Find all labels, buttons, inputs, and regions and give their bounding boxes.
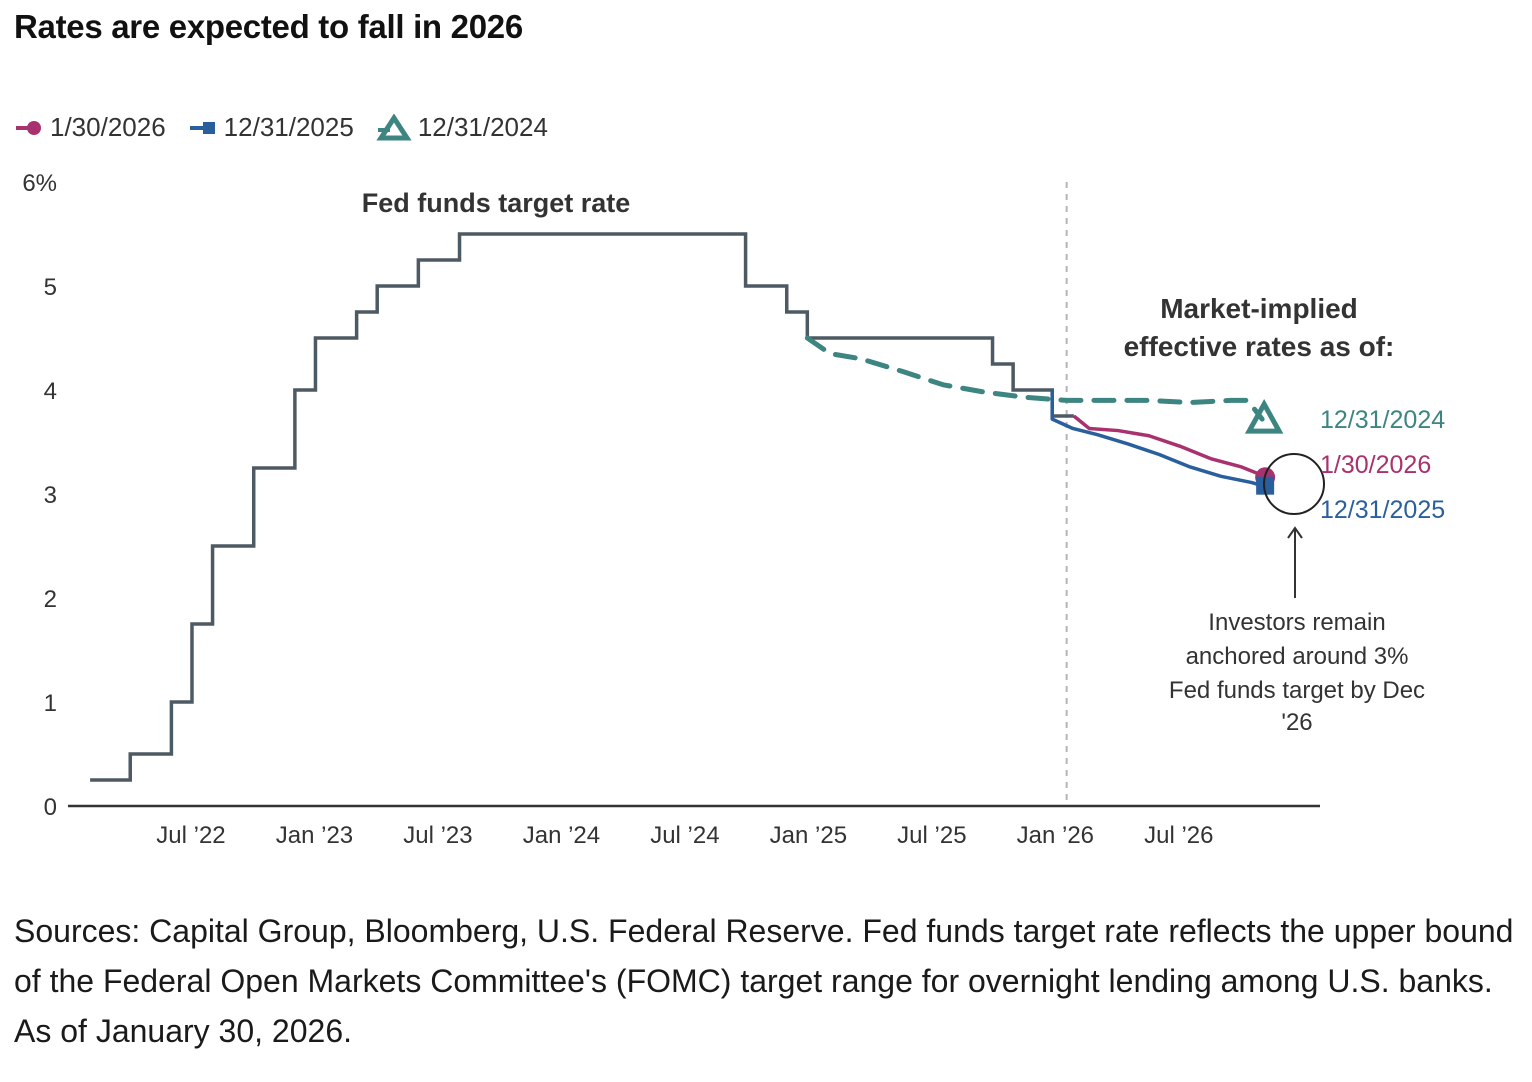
x-tick-label: Jan ’24 xyxy=(523,822,600,849)
y-tick-label: 1 xyxy=(44,690,57,717)
y-tick-label: 3 xyxy=(44,482,57,509)
y-tick-label: 5 xyxy=(44,274,57,301)
source-footnote: Sources: Capital Group, Bloomberg, U.S. … xyxy=(14,913,1514,1049)
x-tick-label: Jul ’26 xyxy=(1144,822,1213,849)
x-tick-label: Jan ’23 xyxy=(276,822,353,849)
triangle-marker-12-31-2024 xyxy=(1244,398,1284,434)
x-tick-label: Jul ’24 xyxy=(650,822,719,849)
highlight-circle xyxy=(1263,453,1325,515)
legend-item-12-31-2025: 12/31/2025 xyxy=(188,112,354,143)
end-label-12-31-2025: 12/31/2025 xyxy=(1320,496,1445,524)
end-label-1-30-2026: 1/30/2026 xyxy=(1320,451,1431,479)
y-tick-label: 4 xyxy=(44,378,57,405)
chart-title: Rates are expected to fall in 2026 xyxy=(14,8,523,45)
y-axis: 0 1 2 3 4 5 6% xyxy=(22,170,57,821)
annotation-investors-line4: '26 xyxy=(1281,709,1312,736)
x-tick-label: Jan ’25 xyxy=(770,822,847,849)
x-axis: Jul ’22 Jan ’23 Jul ’23 Jan ’24 Jul ’24 Jan ’… xyxy=(156,822,1213,849)
y-tick-label: 6% xyxy=(22,170,57,197)
circle-marker-icon xyxy=(16,120,41,135)
series-group xyxy=(90,232,1265,782)
legend-label: 1/30/2026 xyxy=(50,112,166,142)
series-line-fed-funds-target-rate xyxy=(90,232,1074,782)
x-tick-label: Jan ’26 xyxy=(1017,822,1094,849)
legend-item-12-31-2024: 12/31/2024 xyxy=(376,112,548,143)
y-tick-label: 2 xyxy=(44,586,57,613)
annotation-investors-line2: anchored around 3% xyxy=(1186,643,1409,670)
square-marker-icon xyxy=(189,121,215,134)
series-line-12-31-2025 xyxy=(1050,390,1263,488)
x-tick-label: Jul ’25 xyxy=(897,822,966,849)
y-tick-label: 0 xyxy=(44,794,57,821)
series-line-12-31-2024 xyxy=(804,335,1265,422)
annotation-investors-line1: Investors remain xyxy=(1208,609,1385,636)
annotation-fed-funds-label: Fed funds target rate xyxy=(362,188,631,218)
x-tick-label: Jul ’22 xyxy=(156,822,225,849)
end-label-12-31-2024: 12/31/2024 xyxy=(1320,406,1445,434)
legend-label: 12/31/2025 xyxy=(223,112,354,142)
annotation-market-implied-line2: effective rates as of: xyxy=(1124,331,1395,362)
callout-arrow xyxy=(1287,526,1303,598)
annotation-market-implied-line1: Market-implied xyxy=(1160,293,1358,324)
legend: 1/30/2026 12/31/2025 12/31/2024 xyxy=(14,112,570,143)
triangle-marker-icon xyxy=(376,113,412,140)
annotation-investors-line3: Fed funds target by Dec xyxy=(1169,677,1425,704)
series-line-1-30-2026 xyxy=(1072,414,1263,477)
x-tick-label: Jul ’23 xyxy=(403,822,472,849)
square-marker-12-31-2025 xyxy=(1256,476,1275,495)
legend-label: 12/31/2024 xyxy=(417,112,548,142)
legend-item-1-30-2026: 1/30/2026 xyxy=(14,112,166,143)
